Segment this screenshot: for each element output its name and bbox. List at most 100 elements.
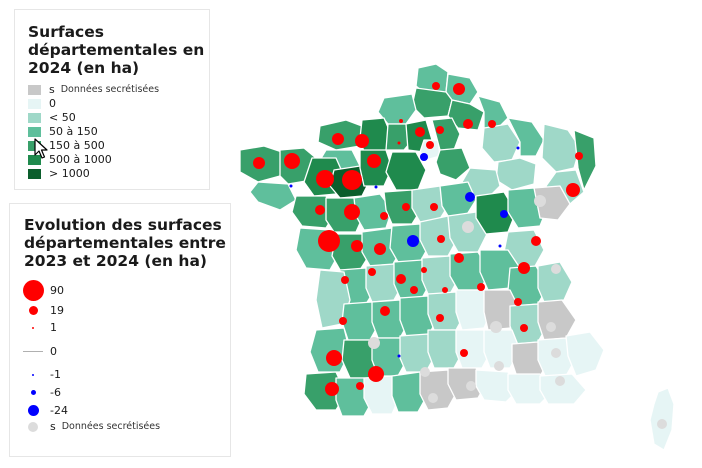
- increase-circle: [460, 349, 468, 357]
- secret-circle: [534, 195, 546, 207]
- decrease-circle: [420, 153, 428, 161]
- department-region: [539, 373, 587, 405]
- decrease-circle: [498, 244, 502, 248]
- legend-item-50-150: 50 à 150: [28, 125, 98, 138]
- increase-circle: [463, 119, 473, 129]
- department-region: [385, 151, 427, 191]
- increase-circle: [355, 134, 369, 148]
- surface-legend-title: Surfaces départementales en 2024 (en ha): [28, 23, 205, 77]
- decrease-circle: [374, 185, 378, 189]
- increase-circle: [453, 83, 465, 95]
- legend-item-plus19: 19: [22, 304, 64, 317]
- increase-circle: [415, 127, 425, 137]
- department-region: [573, 129, 597, 191]
- increase-circle: [332, 133, 344, 145]
- increase-circle: [518, 262, 530, 274]
- legend-item-minus24: -24: [22, 404, 68, 417]
- increase-circle: [326, 350, 342, 366]
- department-region: [483, 329, 521, 369]
- department-region: [249, 181, 297, 211]
- increase-circle: [380, 306, 390, 316]
- secret-circle: [420, 367, 430, 377]
- secret-circle: [551, 348, 561, 358]
- increase-circle: [432, 82, 440, 90]
- department-region: [565, 331, 605, 377]
- increase-circle: [351, 240, 363, 252]
- increase-circle: [410, 286, 418, 294]
- secret-circle: [657, 419, 667, 429]
- zero-line-icon: [23, 351, 43, 352]
- department-region: [507, 117, 545, 157]
- department-region: [537, 261, 573, 303]
- legend-swatch: [28, 126, 41, 137]
- increase-circle: [397, 141, 401, 145]
- legend-item-secret: s Données secrétisées: [22, 420, 160, 433]
- increase-circle: [402, 203, 410, 211]
- legend-item-lt50: < 50: [28, 111, 76, 124]
- decrease-circle: [516, 146, 520, 150]
- large-blue-circle-icon: [27, 405, 39, 416]
- legend-swatch: [28, 112, 41, 123]
- increase-circle: [514, 298, 522, 306]
- increase-circle: [374, 243, 386, 255]
- increase-circle: [531, 236, 541, 246]
- increase-circle: [325, 382, 339, 396]
- increase-circle: [318, 230, 340, 252]
- department-regions: [239, 63, 675, 451]
- department-region: [533, 185, 571, 221]
- increase-circle: [368, 268, 376, 276]
- secret-circle: [466, 381, 476, 391]
- secret-circle: [555, 376, 565, 386]
- evolution-symbols: [253, 82, 667, 429]
- increase-circle: [380, 212, 388, 220]
- secret-circle: [551, 264, 561, 274]
- increase-circle: [426, 141, 434, 149]
- department-region: [291, 195, 337, 229]
- grey-circle-icon: [28, 421, 38, 432]
- legend-item-500-1000: 500 à 1000: [28, 153, 112, 166]
- increase-circle: [284, 153, 300, 169]
- department-region: [411, 87, 453, 119]
- legend-item-minus1: -1: [22, 368, 61, 381]
- arrow-cursor-icon: [34, 138, 48, 159]
- department-region: [537, 299, 577, 341]
- medium-red-circle-icon: [28, 306, 38, 315]
- increase-circle: [488, 120, 496, 128]
- increase-circle: [477, 283, 485, 291]
- increase-circle: [367, 154, 381, 168]
- legend-swatch: [28, 98, 41, 109]
- legend-item-plus90: 90: [22, 280, 64, 301]
- small-blue-circle-icon: [32, 373, 34, 376]
- decrease-circle: [289, 184, 293, 188]
- evolution-legend: Evolution des surfaces départementales e…: [9, 203, 231, 457]
- increase-circle: [421, 267, 427, 273]
- legend-item-zero: 0: [22, 345, 57, 358]
- increase-circle: [356, 382, 364, 390]
- increase-circle: [315, 205, 325, 215]
- increase-circle: [442, 287, 448, 293]
- legend-swatch: [28, 168, 41, 179]
- legend-swatch: [28, 84, 41, 95]
- increase-circle: [575, 152, 583, 160]
- increase-circle: [430, 203, 438, 211]
- increase-circle: [316, 170, 334, 188]
- increase-circle: [339, 317, 347, 325]
- secret-circle: [368, 337, 380, 349]
- department-region: [435, 147, 471, 181]
- secret-circle: [494, 361, 504, 371]
- increase-circle: [368, 366, 384, 382]
- department-region: [447, 99, 485, 131]
- increase-circle: [396, 274, 406, 284]
- secret-circle: [546, 322, 556, 332]
- legend-item-zero: 0: [28, 97, 56, 110]
- decrease-circle: [500, 210, 508, 218]
- decrease-circle: [397, 354, 401, 358]
- increase-circle: [341, 276, 349, 284]
- increase-circle: [436, 126, 444, 134]
- department-region: [541, 123, 581, 173]
- increase-circle: [437, 235, 445, 243]
- decrease-circle: [407, 235, 419, 247]
- medium-blue-circle-icon: [30, 390, 36, 395]
- legend-item-plus1: 1: [22, 321, 57, 334]
- increase-circle: [344, 204, 360, 220]
